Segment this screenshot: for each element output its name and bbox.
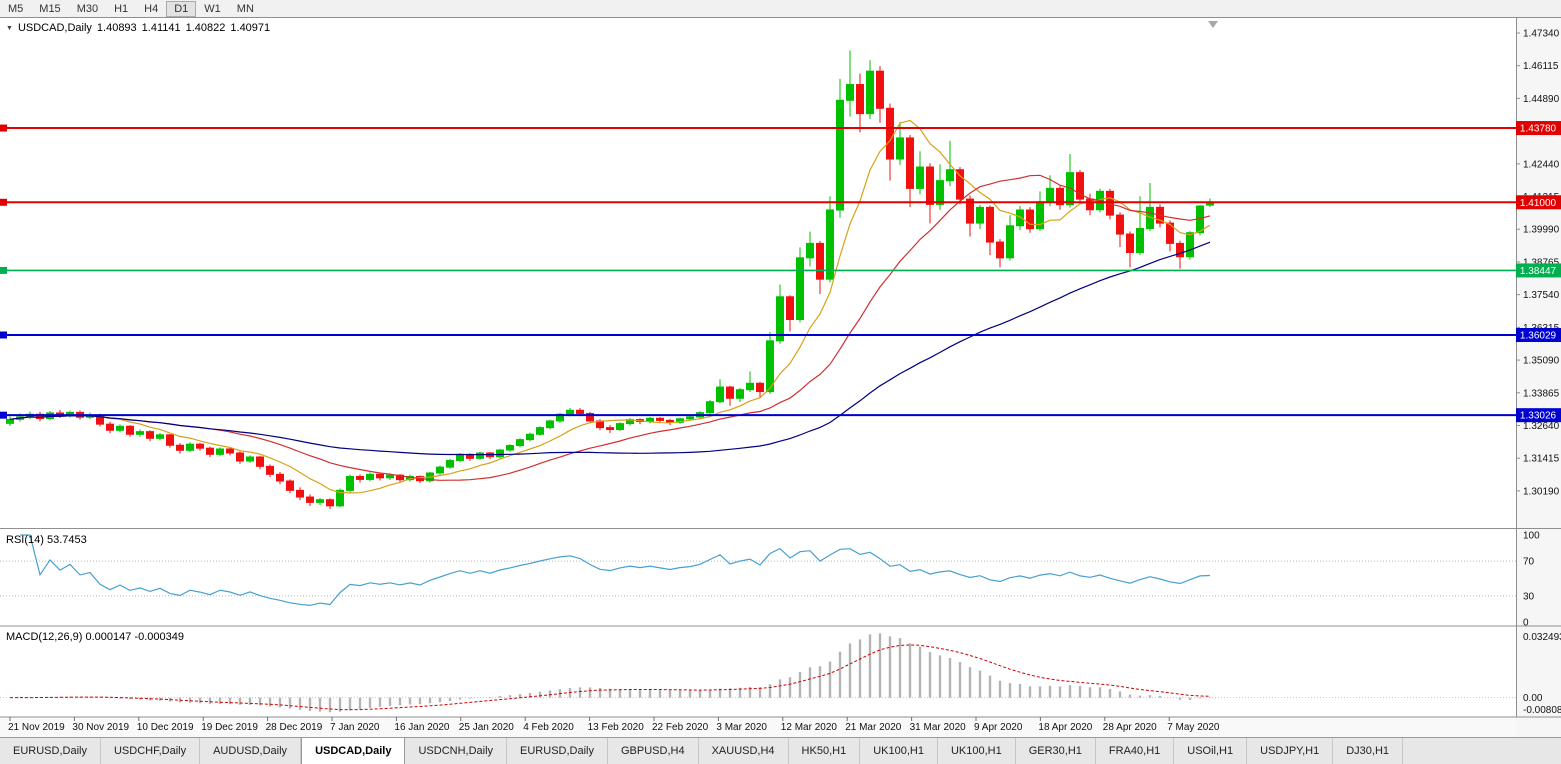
price-level-badge	[1516, 408, 1561, 423]
svg-text:9 Apr 2020: 9 Apr 2020	[974, 722, 1023, 733]
chart-tab-usdcad-daily[interactable]: USDCAD,Daily	[301, 738, 406, 764]
chart-tab-usdcnh-daily[interactable]: USDCNH,Daily	[405, 738, 508, 764]
svg-text:1.39990: 1.39990	[1523, 225, 1560, 236]
chart-window: 1.473401.461151.448901.436651.424401.412…	[0, 18, 1561, 737]
timeframe-button-m5[interactable]: M5	[8, 2, 24, 15]
svg-text:1.38765: 1.38765	[1523, 257, 1560, 268]
svg-text:1.43780: 1.43780	[1520, 124, 1557, 135]
chart-tab-fra40-h1[interactable]: FRA40,H1	[1095, 738, 1175, 764]
timeframe-button-d1[interactable]: D1	[166, 0, 197, 17]
svg-text:10 Dec 2019: 10 Dec 2019	[137, 722, 194, 733]
chart-tab-bar: EURUSD,Daily USDCHF,Daily AUDUSD,Daily USDC…	[0, 737, 1561, 764]
timeframe-button-m30[interactable]: M30	[76, 2, 99, 15]
svg-text:12 Mar 2020: 12 Mar 2020	[781, 722, 838, 733]
svg-text:1.42440: 1.42440	[1523, 159, 1560, 170]
svg-text:30 Nov 2019: 30 Nov 2019	[72, 722, 129, 733]
timeframe-button-m15[interactable]: M15	[39, 2, 61, 15]
chart-tab-usoil-h1[interactable]: USOil,H1	[1174, 738, 1248, 764]
svg-text:1.38447: 1.38447	[1520, 266, 1557, 277]
svg-text:0.00: 0.00	[1523, 693, 1543, 704]
chart-tab-audusd-daily[interactable]: AUDUSD,Daily	[200, 738, 302, 764]
svg-text:31 Mar 2020: 31 Mar 2020	[910, 722, 967, 733]
svg-text:21 Nov 2019: 21 Nov 2019	[8, 722, 65, 733]
chart-tab-ger30-h1[interactable]: GER30,H1	[1015, 738, 1096, 764]
price-level-badge	[1516, 121, 1561, 136]
svg-text:0: 0	[1523, 618, 1529, 629]
svg-text:4 Feb 2020: 4 Feb 2020	[523, 722, 574, 733]
timeframe-button-h1[interactable]: H1	[114, 2, 129, 15]
svg-text:28 Apr 2020: 28 Apr 2020	[1103, 722, 1157, 733]
svg-text:1.35090: 1.35090	[1523, 356, 1560, 367]
chart-tab-usdjpy-h1[interactable]: USDJPY,H1	[1247, 738, 1334, 764]
ma-line-8	[9, 119, 1211, 494]
svg-text:30: 30	[1523, 591, 1535, 602]
svg-text:1.32640: 1.32640	[1523, 421, 1560, 432]
svg-text:19 Dec 2019: 19 Dec 2019	[201, 722, 258, 733]
timeframe-toolbar: M5 M15 M30 H1 H4 D1 W1 MN	[0, 0, 1561, 18]
chart-tab-gbpusd-h4[interactable]: GBPUSD,H4	[608, 738, 699, 764]
svg-text:1.44890: 1.44890	[1523, 94, 1560, 105]
svg-text:7 Jan 2020: 7 Jan 2020	[330, 722, 380, 733]
svg-text:1.31415: 1.31415	[1523, 454, 1560, 465]
ma-line-55	[9, 241, 1211, 456]
chart-tab-eurusd-daily[interactable]: EURUSD,Daily	[507, 738, 608, 764]
chart-tab-eurusd-daily[interactable]: EURUSD,Daily	[0, 738, 101, 764]
svg-text:1.37540: 1.37540	[1523, 290, 1560, 301]
svg-text:1.33026: 1.33026	[1520, 411, 1557, 422]
svg-text:16 Jan 2020: 16 Jan 2020	[394, 722, 449, 733]
timeframe-button-mn[interactable]: MN	[236, 2, 254, 15]
timeframe-button-w1[interactable]: W1	[204, 2, 221, 15]
chart-tab-hk50-h1[interactable]: HK50,H1	[788, 738, 861, 764]
chart-tab-xauusd-h4[interactable]: XAUUSD,H4	[698, 738, 789, 764]
svg-text:7 May 2020: 7 May 2020	[1167, 722, 1220, 733]
chart-shift-marker	[1208, 21, 1218, 28]
svg-text:100: 100	[1523, 531, 1540, 542]
svg-text:1.36029: 1.36029	[1520, 331, 1557, 342]
chart-tab-uk100-h1[interactable]: UK100,H1	[860, 738, 938, 764]
macd-histogram	[18, 633, 1212, 713]
svg-text:3 Mar 2020: 3 Mar 2020	[716, 722, 767, 733]
svg-text:28 Dec 2019: 28 Dec 2019	[266, 722, 323, 733]
chart-tab-usdchf-daily[interactable]: USDCHF,Daily	[100, 738, 201, 764]
svg-text:70: 70	[1523, 557, 1535, 568]
symbol-dropdown-icon[interactable]: ▼	[6, 24, 13, 32]
svg-text:22 Feb 2020: 22 Feb 2020	[652, 722, 709, 733]
svg-text:1.41000: 1.41000	[1520, 198, 1557, 209]
rsi-line	[20, 534, 1211, 607]
chart-tab-uk100-h1[interactable]: UK100,H1	[937, 738, 1016, 764]
price-level-badge	[1516, 328, 1561, 343]
svg-text:25 Jan 2020: 25 Jan 2020	[459, 722, 514, 733]
macd-signal-line	[9, 644, 1211, 711]
svg-text:13 Feb 2020: 13 Feb 2020	[588, 722, 645, 733]
price-level-badge	[1516, 263, 1561, 278]
svg-text:1.46115: 1.46115	[1523, 61, 1559, 72]
svg-text:1.33865: 1.33865	[1523, 388, 1560, 399]
price-level-badge	[1516, 195, 1561, 210]
timeframe-button-h4[interactable]: H4	[144, 2, 159, 15]
svg-text:0.032493: 0.032493	[1523, 632, 1561, 643]
svg-text:-0.00808: -0.00808	[1523, 705, 1561, 716]
chart-tab-dj30-h1[interactable]: DJ30,H1	[1333, 738, 1404, 764]
svg-text:1.30190: 1.30190	[1523, 486, 1560, 497]
svg-text:18 Apr 2020: 18 Apr 2020	[1038, 722, 1092, 733]
price-chart-canvas[interactable]: 1.473401.461151.448901.436651.424401.412…	[0, 18, 1561, 737]
svg-text:21 Mar 2020: 21 Mar 2020	[845, 722, 902, 733]
svg-text:1.47340: 1.47340	[1523, 29, 1560, 40]
